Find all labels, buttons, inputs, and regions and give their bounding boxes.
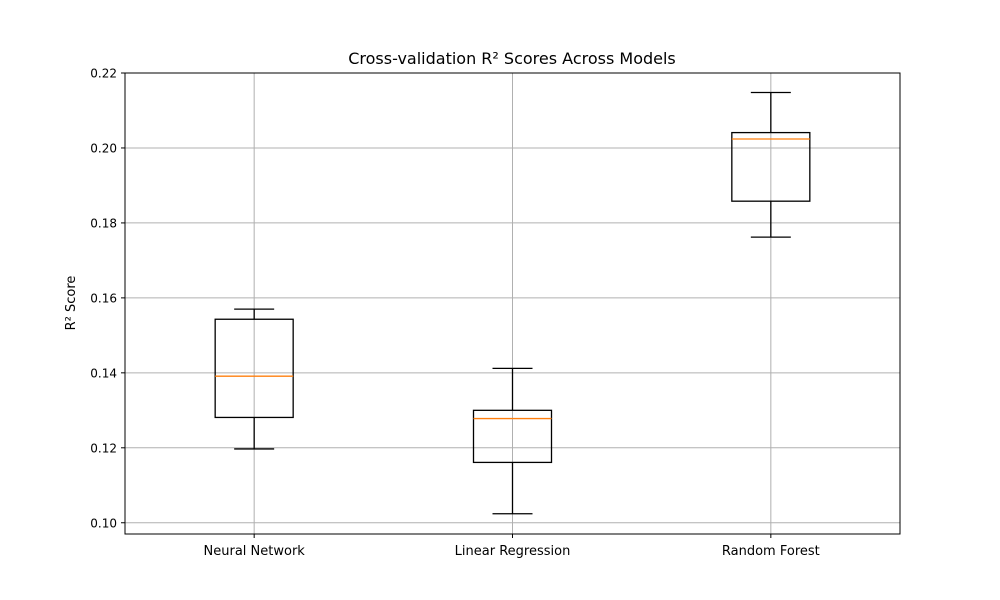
y-tick-label: 0.14 (90, 366, 117, 380)
chart-title: Cross-validation R² Scores Across Models (348, 49, 676, 68)
x-tick-label: Random Forest (722, 544, 820, 559)
y-tick-label: 0.20 (90, 141, 117, 155)
y-axis-label: R² Score (64, 276, 79, 331)
iqr-box (214, 318, 294, 419)
y-tick-label: 0.10 (90, 516, 117, 530)
box-neural-network (214, 308, 294, 450)
y-tick-label: 0.18 (90, 216, 117, 230)
iqr-box (731, 131, 811, 202)
y-tick-label: 0.16 (90, 291, 117, 305)
x-axis: Neural Network Linear Regression Random Fo… (204, 534, 820, 559)
y-tick-label: 0.12 (90, 441, 117, 455)
x-tick-label: Linear Regression (455, 544, 571, 559)
y-axis: 0.10 0.12 0.14 0.16 0.18 0.20 0.22 (90, 67, 125, 530)
box-series (214, 91, 811, 515)
iqr-box (472, 409, 553, 464)
box-linear-regression (472, 367, 553, 515)
box-random-forest (731, 91, 811, 238)
y-tick-label: 0.22 (90, 67, 117, 81)
x-tick-label: Neural Network (204, 544, 306, 559)
